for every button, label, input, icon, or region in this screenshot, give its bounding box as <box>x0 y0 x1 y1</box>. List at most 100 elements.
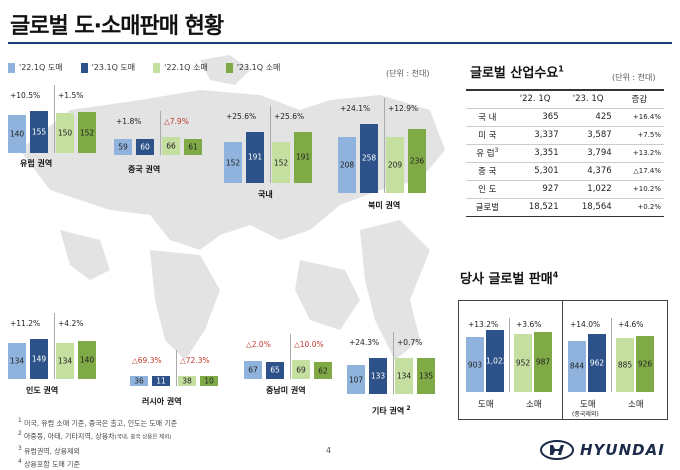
table-row-name: 미 국 <box>466 126 509 145</box>
wholesale-change-label: △69.3% <box>132 355 162 365</box>
legend-swatch <box>225 62 233 73</box>
bar-value-label: 38 <box>182 376 192 386</box>
table-row-name: 인 도 <box>466 180 509 199</box>
bar-value-label: 191 <box>295 152 311 162</box>
sales-divider <box>562 300 563 420</box>
bar: 59 <box>114 139 132 155</box>
bar: 11 <box>152 376 170 386</box>
bar: 107 <box>347 365 365 394</box>
sales-bar: 962 <box>588 333 606 392</box>
table-cell: 3,337 <box>508 126 562 145</box>
bar: 60 <box>136 138 154 155</box>
retail-change-label: +25.6% <box>274 111 305 121</box>
sales-change-label: +14.0% <box>570 320 601 329</box>
table-cell: 365 <box>508 108 562 127</box>
legend-swatch <box>153 62 161 73</box>
bar-value-label: 61 <box>188 142 198 152</box>
sales-change-label: +3.6% <box>516 320 542 329</box>
table-cell: +0.2% <box>614 197 664 217</box>
page-title: 글로벌 도·소매판매 현황 <box>10 14 224 39</box>
wholesale-change-label: +10.5% <box>10 91 41 101</box>
group-divider <box>160 111 161 155</box>
wholesale-change-label: △2.0% <box>246 340 271 350</box>
table-cell: △17.4% <box>614 162 664 181</box>
table-cell: +7.5% <box>614 126 664 145</box>
bar-value-label: 885 <box>617 360 633 370</box>
bar: 62 <box>314 362 332 379</box>
bar: 152 <box>272 142 290 183</box>
bar: 67 <box>244 360 262 379</box>
table-cell: 18,564 <box>561 197 615 217</box>
region-name: 국내 <box>258 190 273 199</box>
table-row: 국 내 365 425 +16.4% <box>466 108 664 127</box>
bar-value-label: 258 <box>361 153 377 163</box>
table-cell: 3,587 <box>561 126 615 145</box>
table-header-22: '22. 1Q <box>508 90 562 109</box>
retail-change-label: △7.9% <box>164 117 189 127</box>
table-cell: 3,794 <box>561 144 615 163</box>
brand-name: HYUNDAI <box>580 441 665 459</box>
table-row-name: 글로벌 <box>466 197 509 217</box>
table-header-blank <box>466 90 509 109</box>
bar-value-label: 1,022 <box>486 356 508 366</box>
industry-demand-title: 글로벌 산업수요1 <box>470 64 564 81</box>
group-divider <box>384 97 385 193</box>
bar: 258 <box>360 123 378 193</box>
bar-value-label: 36 <box>134 376 144 386</box>
table-row-name: 국 내 <box>466 108 509 127</box>
bar: 236 <box>408 129 426 193</box>
table-cell: +16.4% <box>614 108 664 127</box>
table-cell: 3,351 <box>508 144 562 163</box>
sales-change-label: +13.2% <box>468 320 499 329</box>
sales-bar: 926 <box>636 335 654 392</box>
table-row-name: 중 국 <box>466 162 509 181</box>
bar: 191 <box>246 131 264 183</box>
sales-bar: 844 <box>568 340 586 392</box>
region-name: 기타 권역 2 <box>372 405 411 416</box>
region-name: 북미 권역 <box>368 201 401 210</box>
bar-value-label: 134 <box>396 371 412 381</box>
group-divider <box>270 105 271 183</box>
chart-legend: '22.1Q 도매 '23.1Q 도매 '22.1Q 소매 '23.1Q 소매 <box>8 62 280 73</box>
legend-item: '23.1Q 소매 <box>225 62 280 73</box>
bar: 65 <box>266 361 284 379</box>
bar: 133 <box>369 358 387 394</box>
sales-group-label: 도매 <box>478 400 494 410</box>
sales-group-label: 소매 <box>628 400 644 410</box>
bar-value-label: 150 <box>57 128 73 138</box>
footnote: 3 유럽권역, 상용제외 <box>18 445 80 455</box>
table-row: 인 도 927 1,022 +10.2% <box>466 180 664 199</box>
bar: 135 <box>417 357 435 394</box>
hyundai-logo-icon <box>540 440 574 460</box>
sales-divider <box>509 318 510 392</box>
legend-label: '22.1Q 소매 <box>164 63 208 72</box>
wholesale-change-label: +11.2% <box>10 318 41 328</box>
bar-value-label: 903 <box>467 360 483 370</box>
sales-bar: 1,022 <box>486 330 508 392</box>
bar-value-label: 10 <box>204 376 214 386</box>
legend-label: '22.1Q 도매 <box>19 63 63 72</box>
bar: 69 <box>292 360 310 379</box>
group-divider <box>54 312 55 379</box>
table-header-row: '22. 1Q '23. 1Q 증감 <box>466 90 664 109</box>
bar: 66 <box>162 137 180 155</box>
sales-bar: 987 <box>534 332 552 392</box>
bar: 134 <box>8 342 26 379</box>
bar: 152 <box>78 112 96 153</box>
bar-value-label: 149 <box>31 354 47 364</box>
group-divider <box>176 349 177 386</box>
table-row: 중 국 5,301 4,376 △17.4% <box>466 162 664 181</box>
bar-value-label: 69 <box>296 365 306 375</box>
table-cell: 5,301 <box>508 162 562 181</box>
legend-item: '22.1Q 도매 <box>8 62 63 73</box>
bar-value-label: 11 <box>156 376 166 386</box>
table-cell: 18,521 <box>508 197 562 217</box>
table-cell: 425 <box>561 108 615 127</box>
bar-value-label: 208 <box>339 160 355 170</box>
footnotes: 1 미국, 유럽 소매 기준, 중국은 출고, 인도는 도매 기준 2 아중동,… <box>18 416 177 470</box>
retail-change-label: +4.2% <box>58 318 84 328</box>
unit-label-right: (단위 : 천대) <box>612 73 656 82</box>
bar-value-label: 135 <box>418 371 434 381</box>
bar: 191 <box>294 131 312 183</box>
bar-value-label: 134 <box>57 356 73 366</box>
